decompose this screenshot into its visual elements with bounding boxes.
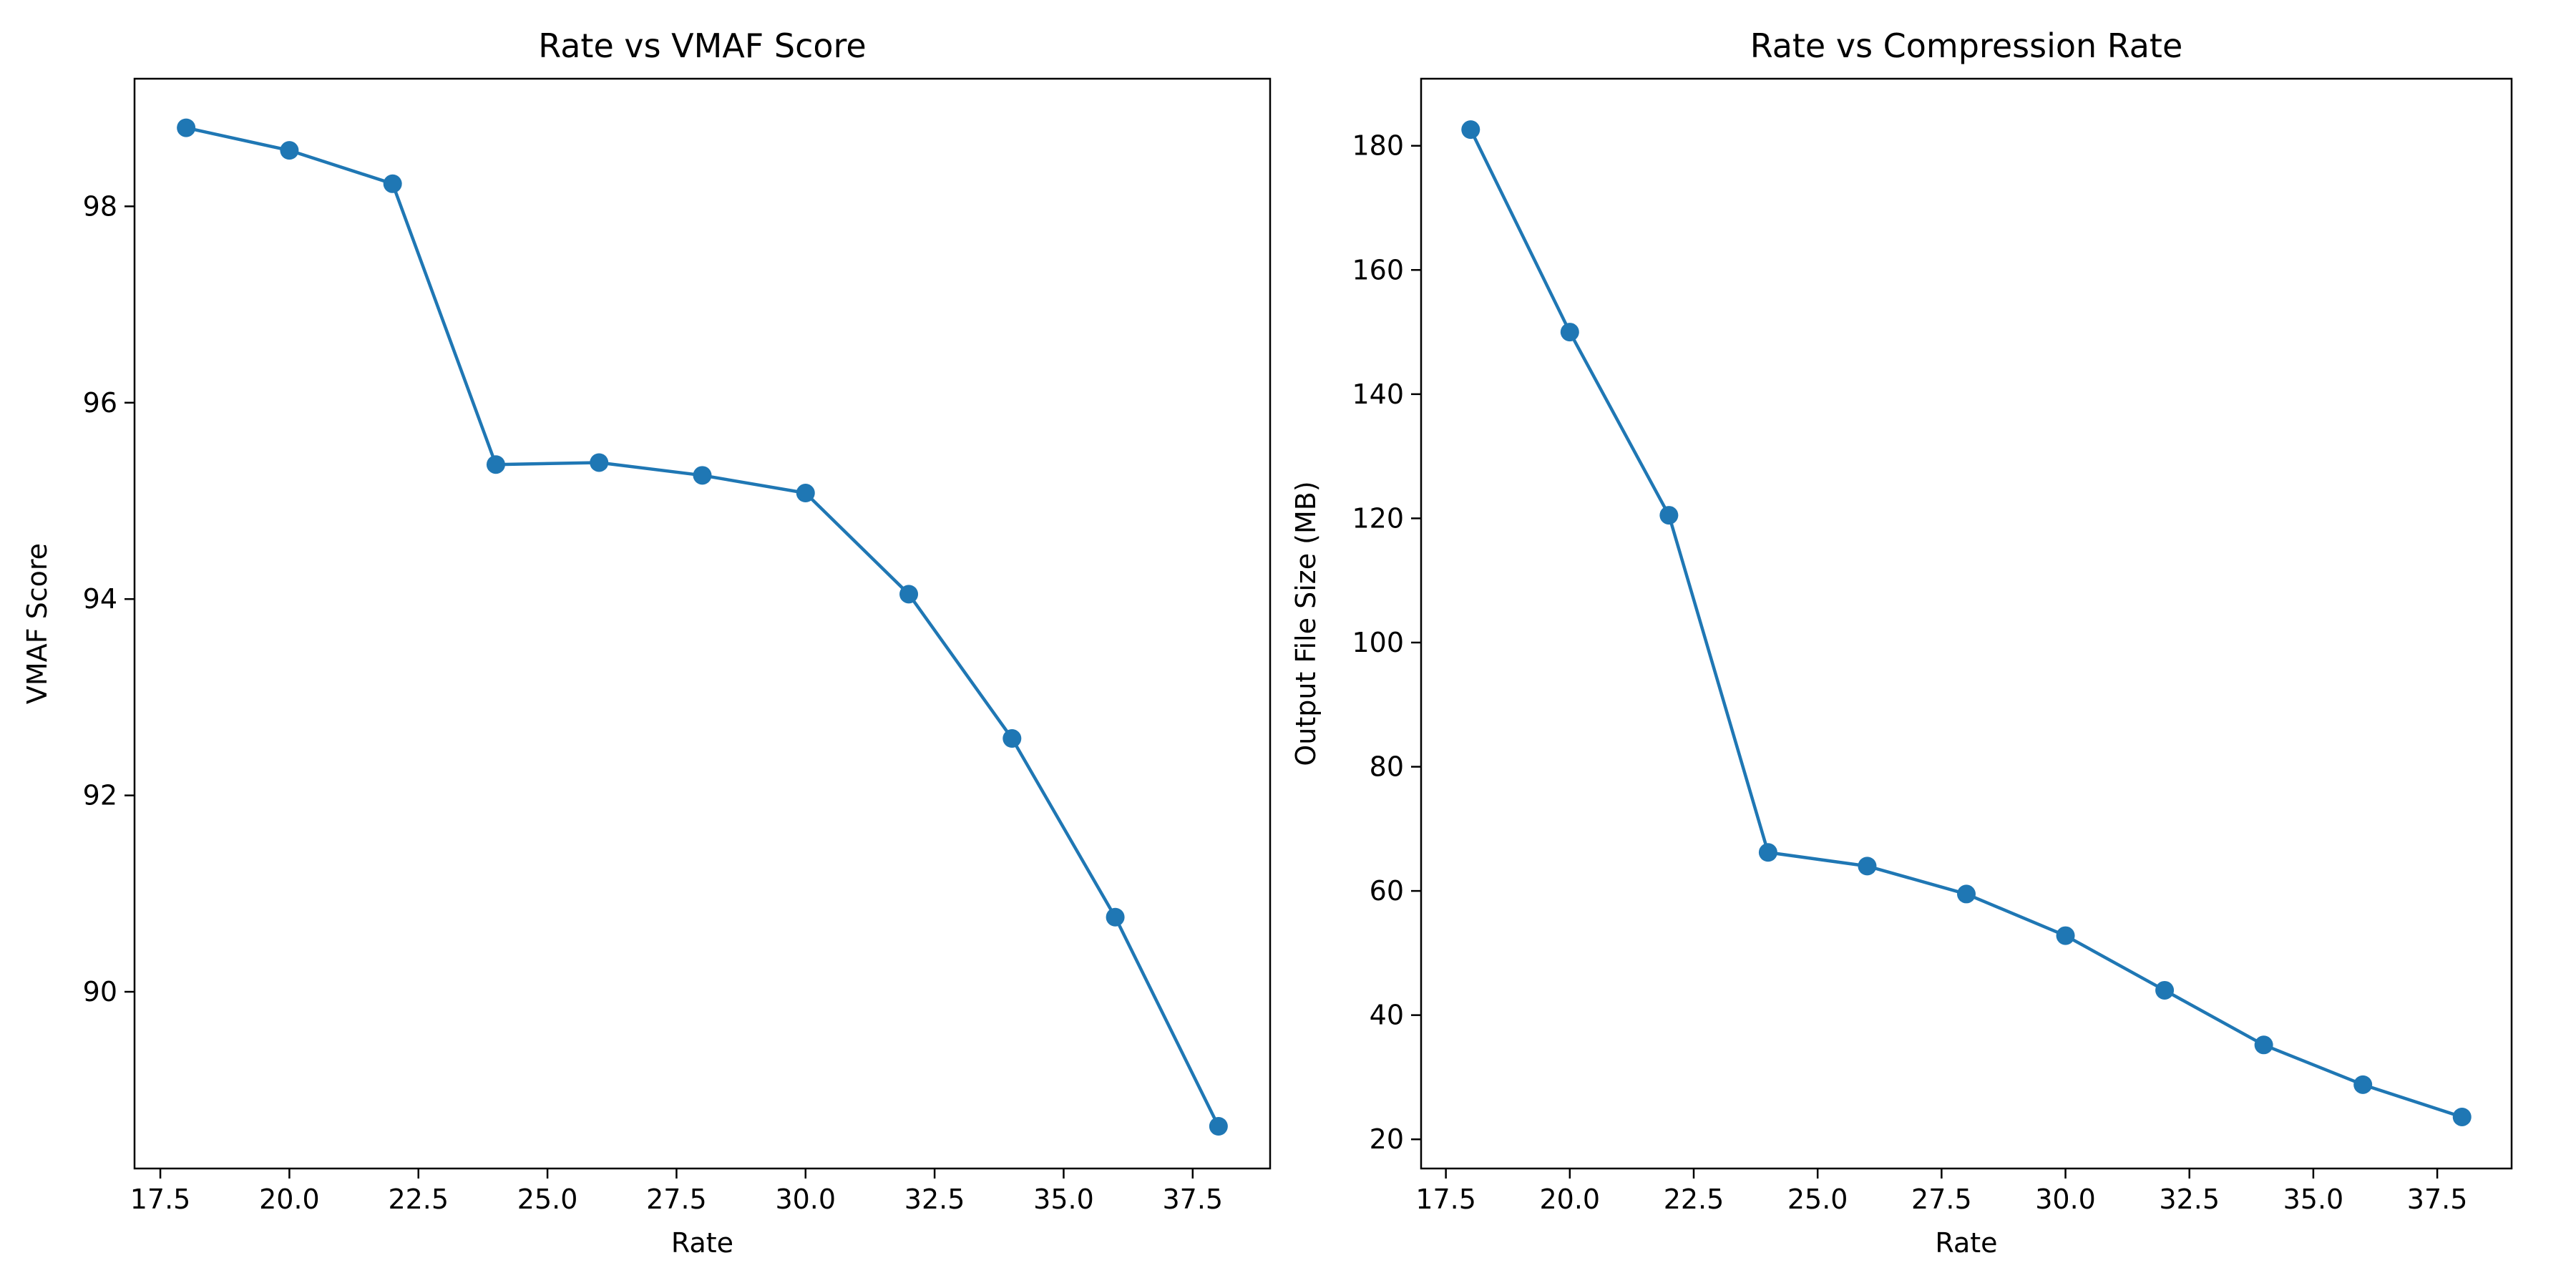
x-tick-label: 30.0	[2035, 1184, 2096, 1215]
data-point	[1957, 884, 1976, 904]
data-point	[2353, 1075, 2373, 1094]
data-point	[1106, 907, 1125, 927]
y-tick-label: 180	[1352, 130, 1404, 162]
x-tick-label: 25.0	[517, 1184, 578, 1215]
data-point	[177, 118, 196, 137]
y-tick-label: 100	[1352, 627, 1404, 658]
y-tick-label: 60	[1370, 875, 1404, 907]
chart-title: Rate vs VMAF Score	[538, 26, 866, 65]
x-tick-label: 27.5	[1911, 1184, 1972, 1215]
data-point	[1209, 1117, 1228, 1136]
y-tick-label: 20	[1370, 1123, 1404, 1155]
chart-panel-compression: Rate vs Compression Rate 17.5 20.0 22.5 25.0…	[1290, 26, 2513, 1259]
data-point	[383, 174, 402, 193]
chart-panel-vmaf: Rate vs VMAF Score 17.5 20.0 22.5 25.0 27.5 30…	[21, 26, 1272, 1259]
data-point	[486, 455, 505, 474]
x-tick-label: 22.5	[388, 1184, 449, 1215]
x-tick-label: 17.5	[1415, 1184, 1476, 1215]
y-tick-label: 96	[83, 387, 117, 419]
x-tick-label: 32.5	[904, 1184, 965, 1215]
y-tick-label: 90	[83, 976, 117, 1008]
x-tick-label: 30.0	[775, 1184, 836, 1215]
y-tick-label: 98	[83, 190, 117, 222]
y-tick-label: 40	[1370, 1000, 1404, 1031]
data-point	[2155, 980, 2175, 1000]
y-tick-label: 120	[1352, 502, 1404, 534]
data-point	[590, 453, 609, 472]
data-point	[693, 466, 712, 485]
plot-frame	[1420, 77, 2513, 1170]
data-point	[1758, 843, 1777, 862]
data-point	[899, 585, 919, 604]
x-axis-label: Rate	[671, 1227, 733, 1259]
data-point	[796, 484, 815, 503]
data-point	[1560, 323, 1579, 342]
data-point	[280, 141, 299, 160]
x-tick-label: 32.5	[2159, 1184, 2220, 1215]
y-tick-label: 160	[1352, 254, 1404, 286]
x-tick-label: 27.5	[646, 1184, 707, 1215]
y-tick-label: 94	[83, 583, 117, 615]
y-axis-label: VMAF Score	[21, 543, 53, 704]
data-point	[2056, 926, 2075, 945]
x-tick-label: 22.5	[1664, 1184, 1724, 1215]
x-tick-label: 20.0	[1540, 1184, 1601, 1215]
x-tick-label: 37.5	[1162, 1184, 1223, 1215]
plot-frame	[133, 77, 1272, 1170]
y-tick-label: 92	[83, 780, 117, 811]
data-point	[1002, 729, 1022, 748]
x-axis-label: Rate	[1935, 1227, 1997, 1259]
x-tick-label: 35.0	[1033, 1184, 1094, 1215]
x-tick-label: 37.5	[2407, 1184, 2468, 1215]
series-line	[1469, 127, 2464, 1119]
data-point	[2452, 1107, 2472, 1126]
data-point	[1659, 506, 1679, 525]
data-point	[2254, 1035, 2273, 1055]
x-tick-label: 25.0	[1787, 1184, 1848, 1215]
data-point	[1858, 857, 1877, 876]
x-tick-label: 35.0	[2283, 1184, 2344, 1215]
y-tick-label: 140	[1352, 379, 1404, 410]
data-point	[1461, 120, 1480, 140]
x-tick-label: 17.5	[130, 1184, 191, 1215]
chart-title: Rate vs Compression Rate	[1750, 26, 2183, 65]
x-tick-label: 20.0	[259, 1184, 320, 1215]
y-axis-label: Output File Size (MB)	[1290, 481, 1322, 766]
series-line	[184, 126, 1221, 1128]
y-tick-label: 80	[1370, 751, 1404, 783]
